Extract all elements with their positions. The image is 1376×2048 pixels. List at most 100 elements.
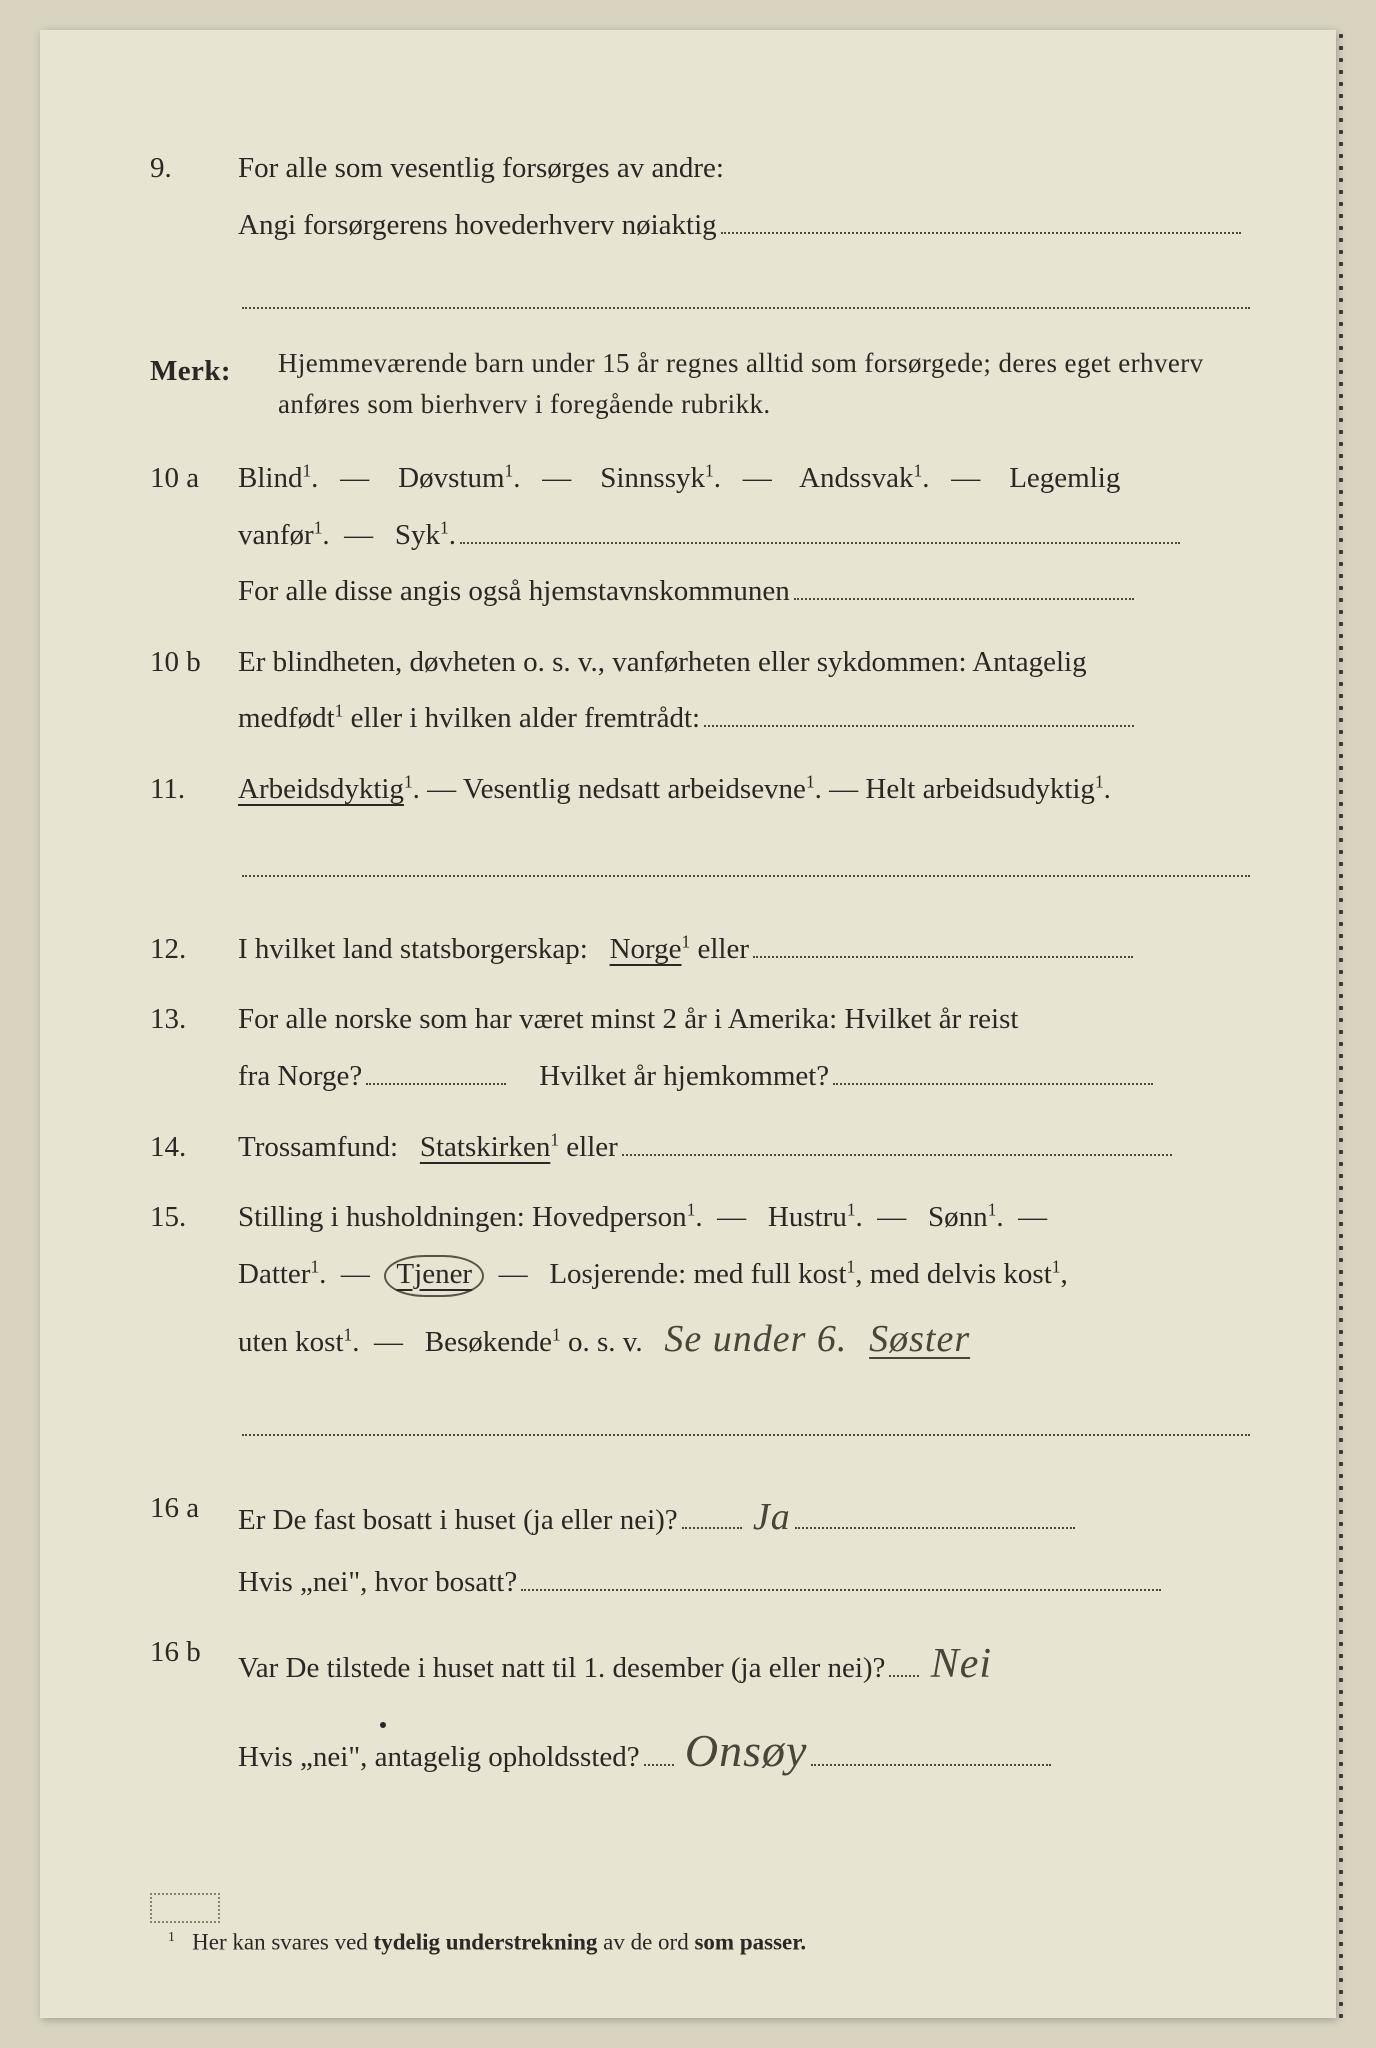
opt-dovstum: Døvstum bbox=[398, 462, 504, 494]
opt-besokende: Besøkende bbox=[425, 1326, 552, 1358]
q9: 9. For alle som vesentlig forsørges av a… bbox=[150, 140, 1246, 329]
q12-tail: eller bbox=[697, 933, 749, 965]
q16b-q1: Var De tilstede i huset natt til 1. dese… bbox=[238, 1652, 885, 1684]
q14: 14. Trossamfund: Statskirken1 eller bbox=[150, 1119, 1246, 1176]
blank-line[interactable] bbox=[889, 1646, 919, 1678]
blank-line[interactable] bbox=[242, 1404, 1250, 1436]
q14-num: 14. bbox=[150, 1119, 238, 1176]
blank-line[interactable] bbox=[242, 846, 1250, 878]
blank-line[interactable] bbox=[794, 568, 1134, 600]
q15-osv: o. s. v. bbox=[568, 1326, 643, 1358]
opt-sonn: Sønn bbox=[928, 1201, 988, 1233]
footnote-text: Her kan svares ved tydelig understreknin… bbox=[192, 1930, 806, 1955]
opt-datter: Datter bbox=[238, 1258, 310, 1290]
opt-syk: Syk bbox=[395, 519, 440, 551]
blank-line[interactable] bbox=[644, 1734, 674, 1766]
blank-line[interactable] bbox=[704, 696, 1134, 728]
blank-line[interactable] bbox=[242, 277, 1250, 309]
q9-text: For alle som vesentlig forsørges av andr… bbox=[238, 140, 1246, 329]
footnote: 1 Her kan svares ved tydelig understrekn… bbox=[168, 1929, 806, 1956]
q12-label: I hvilket land statsborgerskap: bbox=[238, 933, 588, 965]
q10a-text: Blind1. — Døvstum1. — Sinnssyk1. — Andss… bbox=[238, 450, 1246, 620]
note-merk: Merk: Hjemmeværende barn under 15 år reg… bbox=[150, 343, 1246, 427]
handwriting-se-under: Se under 6. bbox=[664, 1318, 847, 1360]
opt-uten-kost: uten kost bbox=[238, 1326, 344, 1358]
merk-text: Hjemmeværende barn under 15 år regnes al… bbox=[278, 343, 1246, 427]
blank-line[interactable] bbox=[795, 1497, 1075, 1529]
blank-line[interactable] bbox=[811, 1734, 1051, 1766]
q11-num: 11. bbox=[150, 761, 238, 897]
q12-text: I hvilket land statsborgerskap: Norge1 e… bbox=[238, 921, 1246, 978]
q14-tail: eller bbox=[566, 1131, 618, 1163]
q10a-line3: For alle disse angis også hjemstavnskomm… bbox=[238, 575, 790, 607]
opt-arbeidsdyktig: Arbeidsdyktig bbox=[238, 773, 404, 805]
blank-line[interactable] bbox=[753, 926, 1133, 958]
q13-num: 13. bbox=[150, 991, 238, 1104]
stamp-box bbox=[150, 1893, 220, 1923]
blank-line[interactable] bbox=[721, 202, 1241, 234]
opt-losjerende: Losjerende: med full kost bbox=[549, 1258, 846, 1290]
q9-num: 9. bbox=[150, 140, 238, 329]
q13-text: For alle norske som har været minst 2 år… bbox=[238, 991, 1246, 1104]
q10b-line1: Er blindheten, døvheten o. s. v., vanfør… bbox=[238, 646, 1087, 678]
q14-text: Trossamfund: Statskirken1 eller bbox=[238, 1119, 1246, 1176]
opt-nedsatt: Vesentlig nedsatt arbeidsevne bbox=[463, 773, 806, 805]
blank-line[interactable] bbox=[622, 1124, 1172, 1156]
q11: 11. Arbeidsdyktig1. — Vesentlig nedsatt … bbox=[150, 761, 1246, 897]
handwriting-nei: Nei bbox=[931, 1641, 992, 1687]
blank-line[interactable] bbox=[833, 1053, 1153, 1085]
q16b: 16 b Var De tilstede i huset natt til 1.… bbox=[150, 1624, 1246, 1796]
opt-tjener: Tjener bbox=[396, 1258, 472, 1290]
handwriting-soster: Søster bbox=[869, 1318, 970, 1360]
q16b-q2: Hvis „nei", antagelig opholdssted? bbox=[238, 1741, 640, 1773]
q10b-line2b: eller i hvilken alder fremtrådt: bbox=[351, 702, 700, 734]
opt-udyktig: Helt arbeidsudyktig bbox=[865, 773, 1095, 805]
opt-norge: Norge bbox=[610, 933, 682, 965]
q9-line1: For alle som vesentlig forsørges av andr… bbox=[238, 152, 724, 184]
footnote-marker: 1 bbox=[168, 1929, 175, 1944]
q15-num: 15. bbox=[150, 1189, 238, 1456]
q15: 15. Stilling i husholdningen: Hovedperso… bbox=[150, 1189, 1246, 1456]
q13: 13. For alle norske som har været minst … bbox=[150, 991, 1246, 1104]
q16a-q2: Hvis „nei", hvor bosatt? bbox=[238, 1566, 517, 1598]
blank-line[interactable] bbox=[460, 512, 1180, 544]
q16b-num: 16 b bbox=[150, 1624, 238, 1796]
opt-blind: Blind bbox=[238, 462, 302, 494]
handwriting-ja: Ja bbox=[753, 1496, 791, 1538]
blank-line[interactable] bbox=[682, 1497, 742, 1529]
q15-line1: Stilling i husholdningen: Hovedperson bbox=[238, 1201, 687, 1233]
q16b-text: Var De tilstede i huset natt til 1. dese… bbox=[238, 1624, 1246, 1796]
q9-line2: Angi forsørgerens hovederhverv nøiaktig bbox=[238, 209, 717, 241]
blank-line[interactable] bbox=[366, 1053, 506, 1085]
q16a-num: 16 a bbox=[150, 1480, 238, 1611]
opt-andssvak: Andssvak bbox=[799, 462, 913, 494]
page-perforation bbox=[1336, 30, 1346, 2018]
blank-line[interactable] bbox=[521, 1559, 1161, 1591]
opt-sinnssyk: Sinnssyk bbox=[600, 462, 705, 494]
q10b-num: 10 b bbox=[150, 634, 238, 747]
q14-label: Trossamfund: bbox=[238, 1131, 398, 1163]
merk-label: Merk: bbox=[150, 343, 278, 427]
opt-medfodt: medfødt bbox=[238, 702, 335, 734]
opt-vanfor: vanfør bbox=[238, 519, 314, 551]
q10b: 10 b Er blindheten, døvheten o. s. v., v… bbox=[150, 634, 1246, 747]
q15-text: Stilling i husholdningen: Hovedperson1. … bbox=[238, 1189, 1246, 1456]
q10a: 10 a Blind1. — Døvstum1. — Sinnssyk1. — … bbox=[150, 450, 1246, 620]
opt-statskirken: Statskirken bbox=[420, 1131, 551, 1163]
q16a-q1: Er De fast bosatt i huset (ja eller nei)… bbox=[238, 1504, 678, 1536]
opt-tjener-circled: Tjener bbox=[384, 1255, 484, 1298]
handwriting-onsoy: Onsøy bbox=[685, 1725, 808, 1776]
opt-hustru: Hustru bbox=[768, 1201, 847, 1233]
opt-legemlig: Legemlig bbox=[1009, 462, 1120, 494]
q10a-num: 10 a bbox=[150, 450, 238, 620]
q13-line1: For alle norske som har været minst 2 år… bbox=[238, 1003, 1018, 1035]
ink-dot bbox=[380, 1722, 386, 1728]
q16a: 16 a Er De fast bosatt i huset (ja eller… bbox=[150, 1480, 1246, 1611]
q12-num: 12. bbox=[150, 921, 238, 978]
opt-delvis-kost: med delvis kost bbox=[870, 1258, 1052, 1290]
q13-line2a: fra Norge? bbox=[238, 1060, 362, 1092]
q13-line2b: Hvilket år hjemkommet? bbox=[539, 1060, 829, 1092]
q12: 12. I hvilket land statsborgerskap: Norg… bbox=[150, 921, 1246, 978]
census-form-page: 9. For alle som vesentlig forsørges av a… bbox=[40, 30, 1336, 2018]
q10b-text: Er blindheten, døvheten o. s. v., vanfør… bbox=[238, 634, 1246, 747]
